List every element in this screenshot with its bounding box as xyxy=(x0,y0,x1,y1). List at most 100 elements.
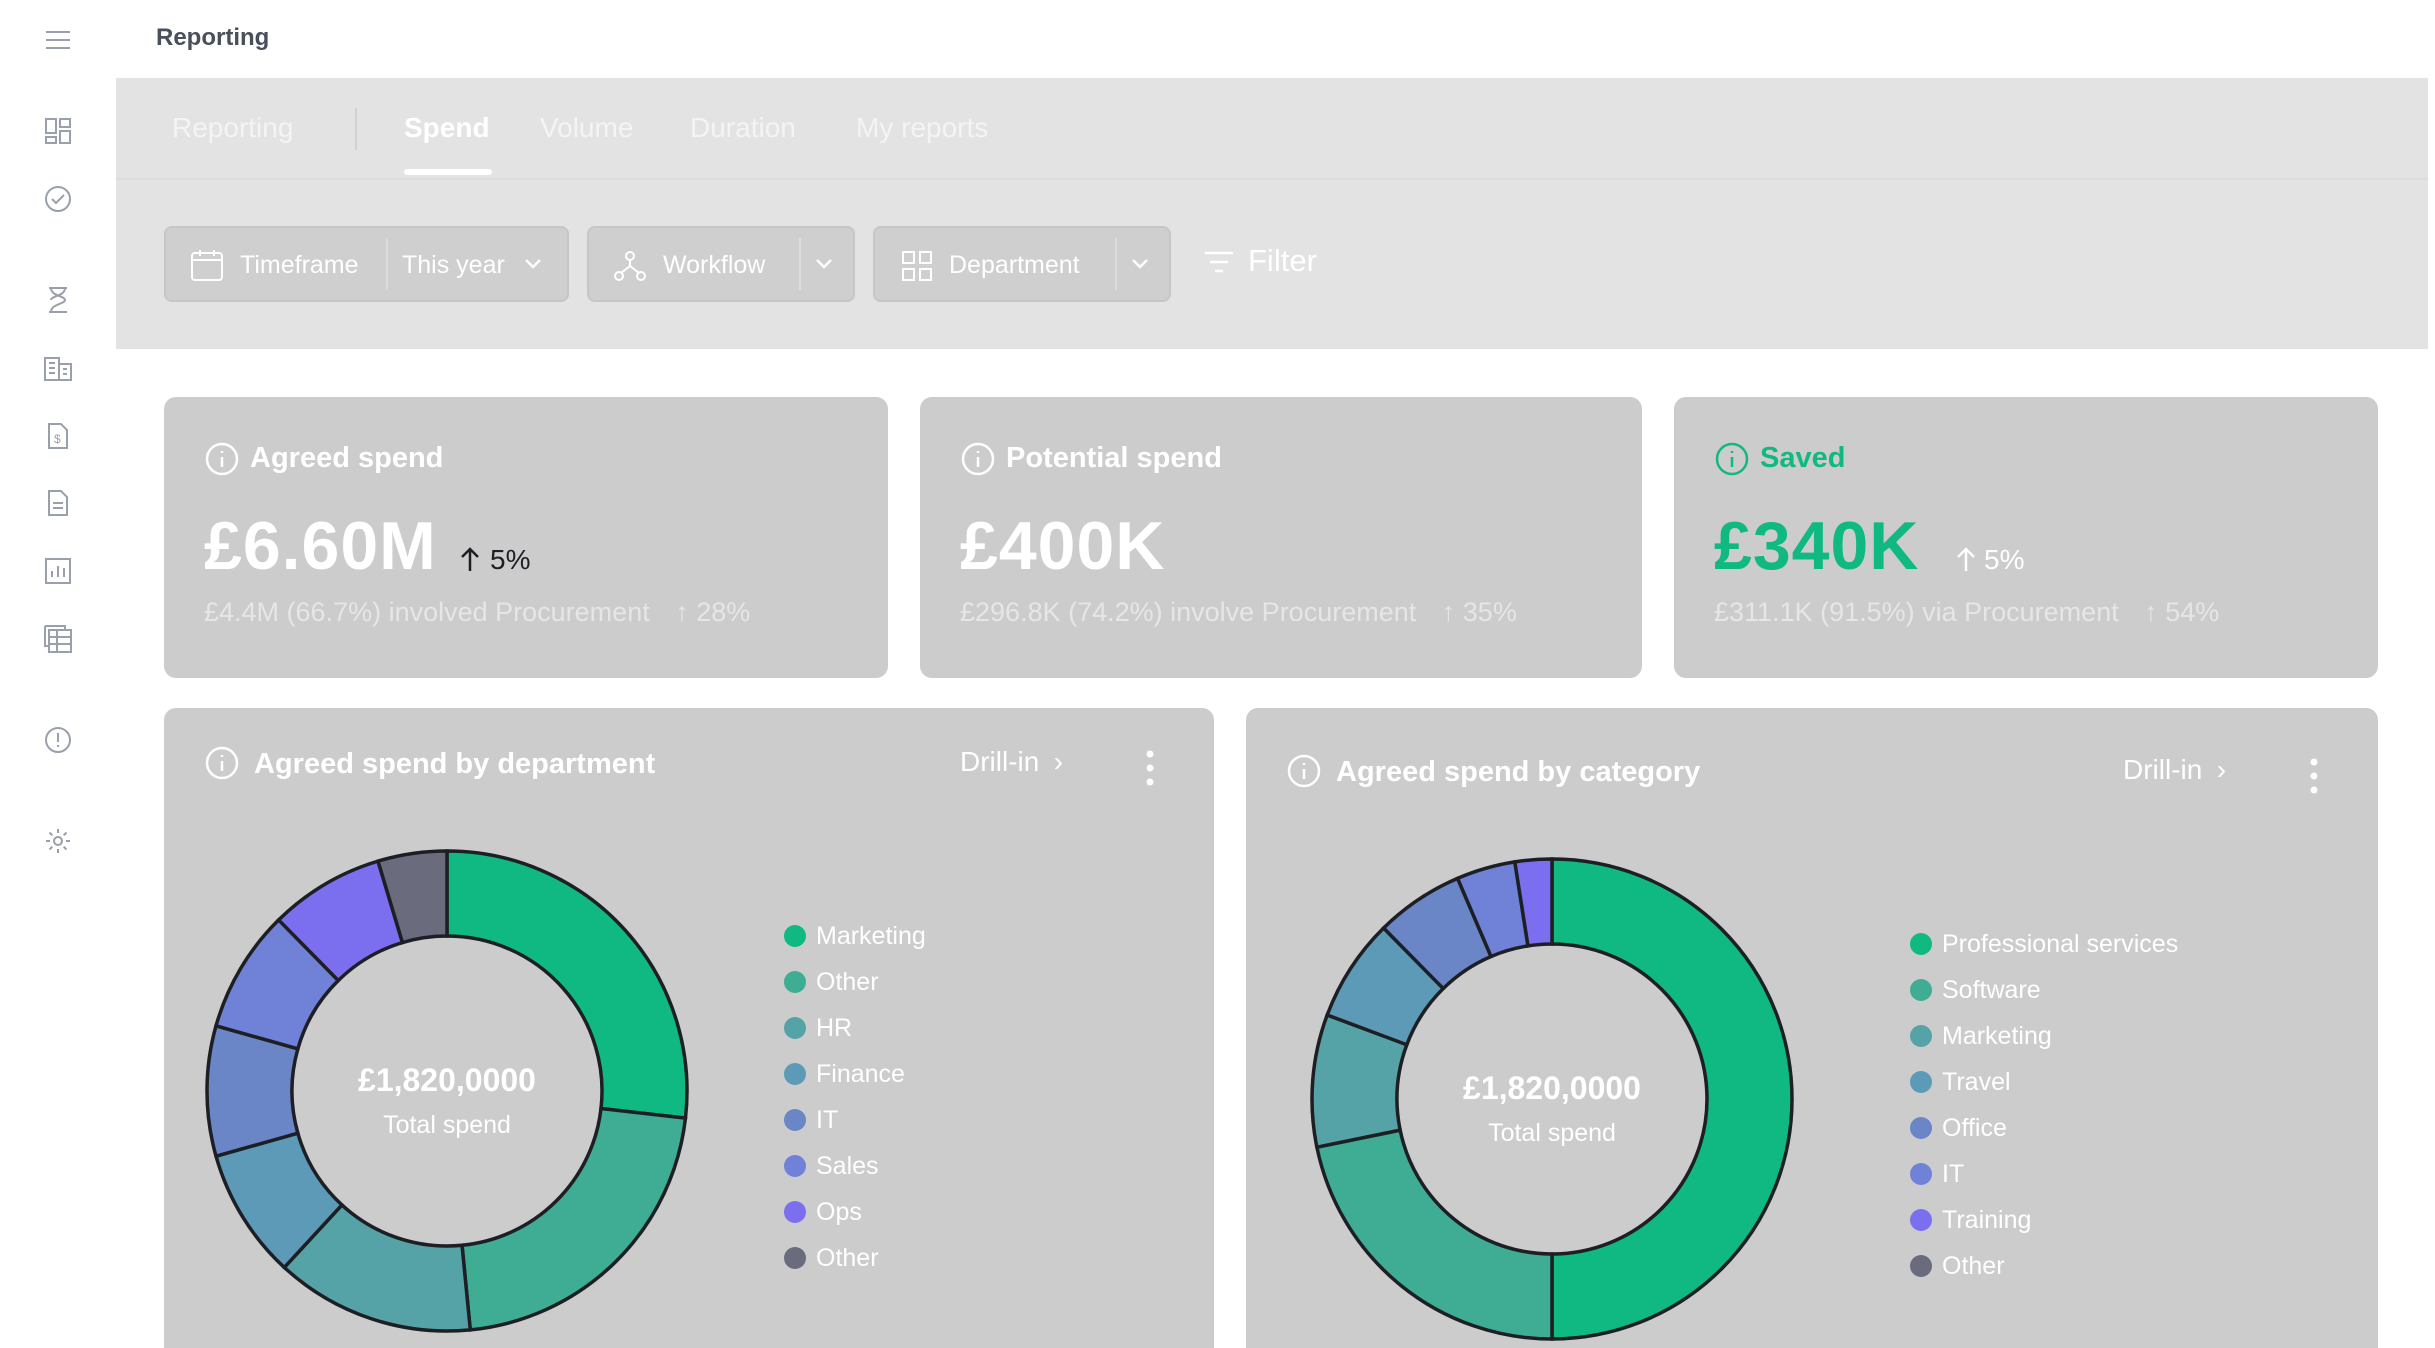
chart-card-department: Agreed spend by department Drill-in › £1… xyxy=(164,708,1214,1348)
arrow-up-icon xyxy=(1957,547,1975,571)
tab-my-reports[interactable]: My reports xyxy=(856,112,989,143)
active-tab-indicator xyxy=(404,169,492,175)
donut-segment[interactable] xyxy=(1512,857,1554,948)
bar-chart-icon[interactable] xyxy=(40,553,76,589)
legend-swatch xyxy=(1910,1209,1932,1231)
chevron-right-icon: › xyxy=(1053,746,1064,777)
chart-center-label: Total spend xyxy=(383,1111,511,1139)
legend-item[interactable]: Other xyxy=(784,1244,879,1273)
info-icon[interactable] xyxy=(204,745,240,781)
legend-item[interactable]: Training xyxy=(1910,1206,2031,1235)
legend-item[interactable]: Finance xyxy=(784,1060,905,1089)
settings-gear-icon[interactable] xyxy=(40,823,76,859)
stat-subtext-change: 28% xyxy=(696,597,751,627)
stat-subtext-label: £296.8K (74.2%) involve Procurement xyxy=(960,597,1417,627)
legend-item[interactable]: Other xyxy=(1910,1252,2005,1281)
legend-item[interactable]: IT xyxy=(1910,1160,1964,1189)
legend-item[interactable]: HR xyxy=(784,1014,852,1043)
info-icon[interactable] xyxy=(1286,753,1322,789)
legend-swatch xyxy=(784,1017,806,1039)
chevron-down-icon[interactable] xyxy=(1131,258,1149,270)
stat-subtext-label: £4.4M (66.7%) involved Procurement xyxy=(204,597,650,627)
alert-circle-icon[interactable] xyxy=(40,722,76,758)
invoice-icon[interactable]: $ xyxy=(40,418,76,454)
stat-change: 5% xyxy=(1984,544,2025,575)
legend-item[interactable]: Sales xyxy=(784,1152,879,1181)
dashboard-icon[interactable] xyxy=(40,113,76,149)
legend-swatch xyxy=(1910,1117,1932,1139)
sidebar: $ xyxy=(0,0,116,1322)
svg-text:$: $ xyxy=(54,432,61,446)
legend-item[interactable]: Professional services xyxy=(1910,930,2178,959)
legend-swatch xyxy=(1910,1071,1932,1093)
main-area: Reporting Spend Volume Duration My repor… xyxy=(116,78,2428,1348)
legend-label: Software xyxy=(1942,976,2041,1004)
legend-label: Other xyxy=(816,1244,879,1272)
donut-segment[interactable] xyxy=(375,849,449,945)
stat-subtext-label: £311.1K (91.5%) via Procurement xyxy=(1714,597,2119,627)
tab-divider xyxy=(355,108,357,150)
buildings-icon[interactable] xyxy=(40,350,76,386)
drill-in-link[interactable]: Drill-in › xyxy=(2123,754,2226,786)
legend-swatch xyxy=(784,925,806,947)
info-icon[interactable] xyxy=(204,441,240,477)
legend-swatch xyxy=(784,1201,806,1223)
donut-segment[interactable] xyxy=(460,1106,688,1332)
legend-item[interactable]: Marketing xyxy=(1910,1022,2052,1051)
info-icon[interactable] xyxy=(1714,441,1750,477)
more-options-icon[interactable] xyxy=(2304,756,2324,796)
legend-swatch xyxy=(784,1063,806,1085)
stat-title: Saved xyxy=(1760,442,1846,474)
donut-segment[interactable] xyxy=(445,849,689,1121)
department-filter[interactable]: Department xyxy=(873,226,1171,302)
category-donut-chart: £1,820,0000 Total spend xyxy=(1310,857,1794,1341)
chart-title: Agreed spend by category xyxy=(1336,756,1701,788)
check-circle-icon[interactable] xyxy=(40,181,76,217)
tab-reporting[interactable]: Reporting xyxy=(172,112,294,143)
tab-volume[interactable]: Volume xyxy=(540,112,634,143)
legend-label: Marketing xyxy=(816,922,926,950)
chevron-down-icon[interactable] xyxy=(815,258,833,270)
legend-swatch xyxy=(784,1109,806,1131)
chevron-down-icon[interactable] xyxy=(524,258,542,270)
timeframe-value[interactable]: This year xyxy=(402,251,505,279)
calendar-icon xyxy=(191,250,223,281)
hourglass-icon[interactable] xyxy=(40,282,76,318)
stat-title: Potential spend xyxy=(1006,442,1222,474)
legend-label: Other xyxy=(1942,1252,2005,1280)
legend-label: Office xyxy=(1942,1114,2007,1142)
spreadsheet-icon[interactable] xyxy=(40,621,76,657)
info-icon[interactable] xyxy=(960,441,996,477)
legend-item[interactable]: Software xyxy=(1910,976,2041,1005)
legend-label: IT xyxy=(816,1106,839,1134)
document-icon[interactable] xyxy=(40,485,76,521)
more-options-icon[interactable] xyxy=(1140,748,1160,788)
workflow-filter[interactable]: Workflow xyxy=(587,226,855,302)
chart-center-value: £1,820,0000 xyxy=(1463,1070,1641,1106)
legend-label: Training xyxy=(1942,1206,2032,1234)
legend-swatch xyxy=(1910,979,1932,1001)
legend-item[interactable]: Travel xyxy=(1910,1068,2011,1097)
legend-item[interactable]: Ops xyxy=(784,1198,862,1227)
legend-swatch xyxy=(1910,1255,1932,1277)
tab-duration[interactable]: Duration xyxy=(690,112,796,143)
menu-icon[interactable] xyxy=(40,22,76,58)
legend-item[interactable]: Other xyxy=(784,968,879,997)
legend-item[interactable]: Office xyxy=(1910,1114,2007,1143)
stat-subtext: £311.1K (91.5%) via Procurement ↑ 54% xyxy=(1714,597,2219,628)
timeframe-filter[interactable]: Timeframe This year xyxy=(164,226,569,302)
donut-segment[interactable] xyxy=(1314,1128,1554,1341)
filter-lines-icon xyxy=(1205,251,1233,273)
tab-spend[interactable]: Spend xyxy=(404,112,490,143)
legend-swatch xyxy=(784,1155,806,1177)
drill-in-label: Drill-in xyxy=(2123,754,2203,785)
grid-icon xyxy=(902,251,932,281)
workflow-label: Workflow xyxy=(663,251,766,279)
arrow-up-icon: ↑ xyxy=(1441,597,1456,627)
legend-item[interactable]: Marketing xyxy=(784,922,926,951)
drill-in-link[interactable]: Drill-in › xyxy=(960,746,1063,778)
legend-item[interactable]: IT xyxy=(784,1106,838,1135)
arrow-up-icon: ↑ xyxy=(675,597,689,627)
legend-swatch xyxy=(1910,1025,1932,1047)
stat-subtext: £4.4M (66.7%) involved Procurement ↑ 28% xyxy=(204,597,750,628)
